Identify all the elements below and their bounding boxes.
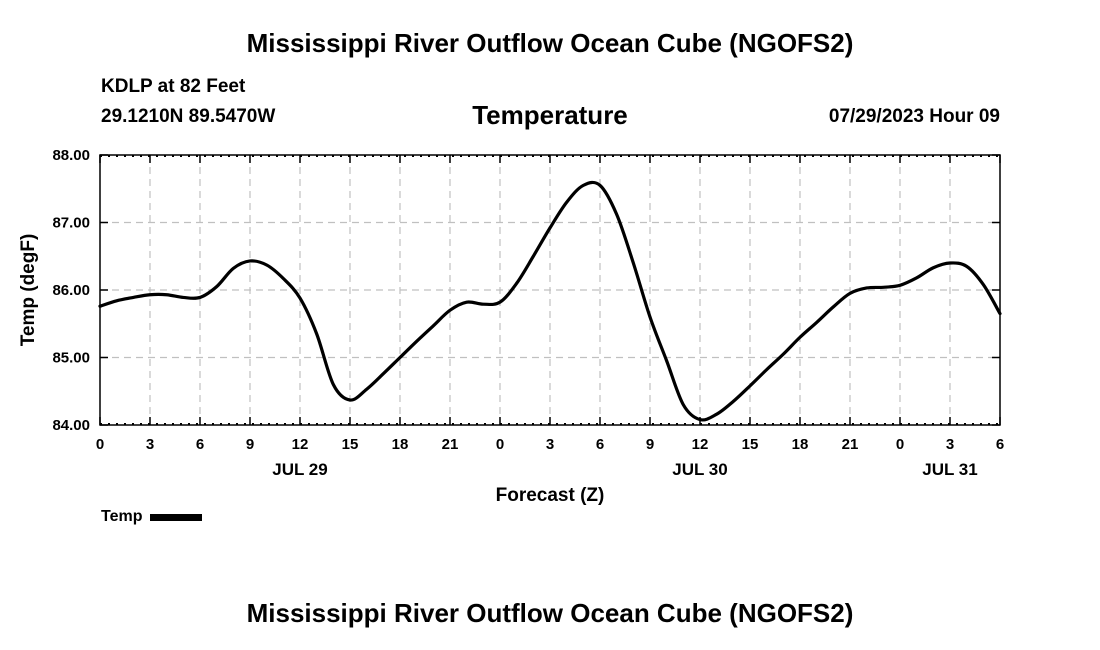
temp-series-line (98, 180, 1002, 422)
station-name: KDLP at 82 Feet (101, 76, 246, 97)
station-coordinates: 29.1210N 89.5470W (101, 106, 276, 127)
x-tick-label: 21 (842, 436, 859, 453)
series (98, 180, 1002, 422)
day-label: JUL 29 (272, 460, 327, 479)
x-tick-label: 12 (292, 436, 309, 453)
footer-title: Mississippi River Outflow Ocean Cube (NG… (246, 598, 854, 628)
x-tick-label: 0 (96, 436, 104, 453)
x-tick-label: 21 (442, 436, 459, 453)
day-label: JUL 30 (672, 460, 727, 479)
x-tick-label: 3 (146, 436, 154, 453)
axis-labels: 0 3 6 9 12 15 18 21 0 3 6 9 12 15 18 21 0 3 6 84.00 85.00 86.… (18, 147, 1004, 506)
x-tick-label: 6 (596, 436, 604, 453)
x-tick-label: 9 (646, 436, 654, 453)
x-tick-label: 15 (342, 436, 359, 453)
y-axis-label: Temp (degF) (18, 234, 39, 347)
x-tick-label: 12 (692, 436, 709, 453)
axes (99, 154, 1001, 426)
legend: Temp (101, 508, 203, 526)
x-tick-label: 9 (246, 436, 254, 453)
y-tick-label: 86.00 (52, 282, 90, 299)
legend-label: Temp (101, 508, 143, 525)
x-tick-label: 15 (742, 436, 759, 453)
y-tick-label: 87.00 (52, 215, 90, 232)
x-tick-label: 0 (496, 436, 504, 453)
plot-frame (99, 154, 1001, 426)
y-tick-label: 88.00 (52, 147, 90, 164)
y-tick-label: 85.00 (52, 350, 90, 367)
x-tick-label: 3 (946, 436, 954, 453)
main-title: Mississippi River Outflow Ocean Cube (NG… (246, 28, 854, 58)
forecast-time: 07/29/2023 Hour 09 (828, 106, 1000, 127)
x-tick-label: 0 (896, 436, 904, 453)
x-tick-label: 6 (996, 436, 1004, 453)
x-tick-label: 18 (392, 436, 409, 453)
y-tick-label: 84.00 (52, 417, 90, 434)
x-tick-label: 18 (792, 436, 809, 453)
day-label: JUL 31 (922, 460, 977, 479)
x-tick-label: 6 (196, 436, 204, 453)
plot-title: Temperature (472, 100, 628, 130)
x-tick-label: 3 (546, 436, 554, 453)
x-axis-label: Forecast (Z) (496, 485, 605, 506)
grid (100, 155, 1000, 425)
legend-line-swatch (150, 513, 203, 521)
